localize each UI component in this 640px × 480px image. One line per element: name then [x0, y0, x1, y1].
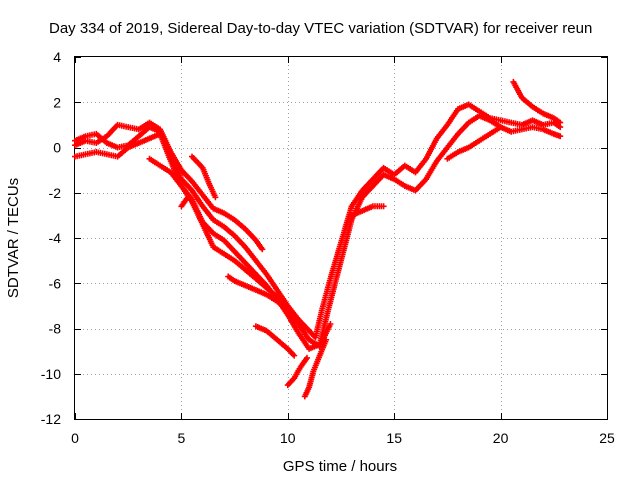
series-track-8: [252, 323, 298, 359]
series-track-5: [189, 153, 219, 201]
x-tick-label: 25: [599, 430, 615, 446]
series-track-4: [146, 155, 334, 350]
data-point: [259, 246, 266, 253]
y-axis-label: SDTVAR / TECUs: [5, 178, 22, 298]
y-tick-label: -6: [49, 275, 62, 291]
series-track-11: [348, 203, 387, 219]
x-tick-label: 5: [178, 430, 186, 446]
series-track-9: [284, 354, 310, 389]
chart-title: Day 334 of 2019, Sidereal Day-to-day VTE…: [49, 20, 592, 37]
x-tick-label: 10: [280, 430, 296, 446]
series-track-13: [510, 78, 564, 126]
y-tick-label: -4: [49, 230, 62, 246]
y-tick-label: -12: [41, 411, 61, 427]
y-tick-label: -2: [49, 185, 62, 201]
series-track-7: [225, 273, 291, 314]
series-track-10: [301, 336, 330, 400]
data-point: [497, 124, 504, 131]
x-axis-label: GPS time / hours: [283, 458, 397, 475]
series-track-3: [72, 119, 266, 253]
plot-frame: [74, 56, 608, 420]
data-point: [184, 194, 191, 201]
x-tick-label: 20: [493, 430, 509, 446]
data-point: [212, 194, 219, 201]
x-tick-label: 15: [386, 430, 402, 446]
data-points: [72, 78, 564, 400]
data-point: [323, 336, 330, 343]
series-track-12: [444, 124, 504, 162]
grid-lines: [75, 57, 607, 419]
y-tick-label: 4: [53, 49, 61, 65]
y-tick-label: -8: [49, 321, 62, 337]
data-point: [327, 321, 334, 327]
series-track-6: [178, 194, 191, 210]
data-point: [304, 354, 310, 361]
y-tick-label: 0: [53, 140, 61, 156]
y-tick-label: -10: [41, 366, 61, 382]
data-point: [291, 352, 298, 359]
y-tick-label: 2: [53, 94, 61, 110]
data-point: [284, 307, 291, 314]
data-point: [557, 133, 564, 140]
data-point: [380, 203, 387, 210]
x-tick-label: 0: [71, 430, 79, 446]
data-point: [557, 119, 564, 126]
